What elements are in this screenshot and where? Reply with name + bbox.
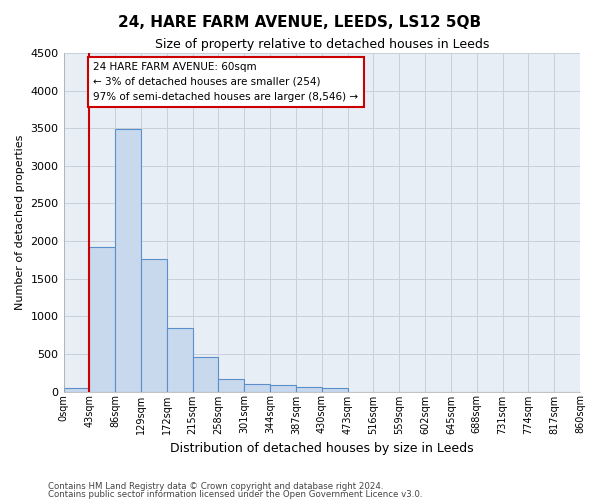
- Bar: [64, 388, 89, 392]
- Bar: [89, 247, 115, 392]
- Text: Contains public sector information licensed under the Open Government Licence v3: Contains public sector information licen…: [48, 490, 422, 499]
- Y-axis label: Number of detached properties: Number of detached properties: [15, 134, 25, 310]
- Bar: [296, 387, 322, 392]
- Bar: [193, 358, 218, 392]
- Bar: [167, 328, 193, 392]
- Bar: [322, 388, 347, 392]
- Text: 24 HARE FARM AVENUE: 60sqm
← 3% of detached houses are smaller (254)
97% of semi: 24 HARE FARM AVENUE: 60sqm ← 3% of detac…: [93, 62, 358, 102]
- Text: Contains HM Land Registry data © Crown copyright and database right 2024.: Contains HM Land Registry data © Crown c…: [48, 482, 383, 491]
- Bar: [218, 379, 244, 392]
- Bar: [244, 384, 270, 392]
- Text: 24, HARE FARM AVENUE, LEEDS, LS12 5QB: 24, HARE FARM AVENUE, LEEDS, LS12 5QB: [118, 15, 482, 30]
- Title: Size of property relative to detached houses in Leeds: Size of property relative to detached ho…: [155, 38, 489, 51]
- Bar: [141, 259, 167, 392]
- X-axis label: Distribution of detached houses by size in Leeds: Distribution of detached houses by size …: [170, 442, 473, 455]
- Bar: [270, 386, 296, 392]
- Bar: [115, 129, 141, 392]
